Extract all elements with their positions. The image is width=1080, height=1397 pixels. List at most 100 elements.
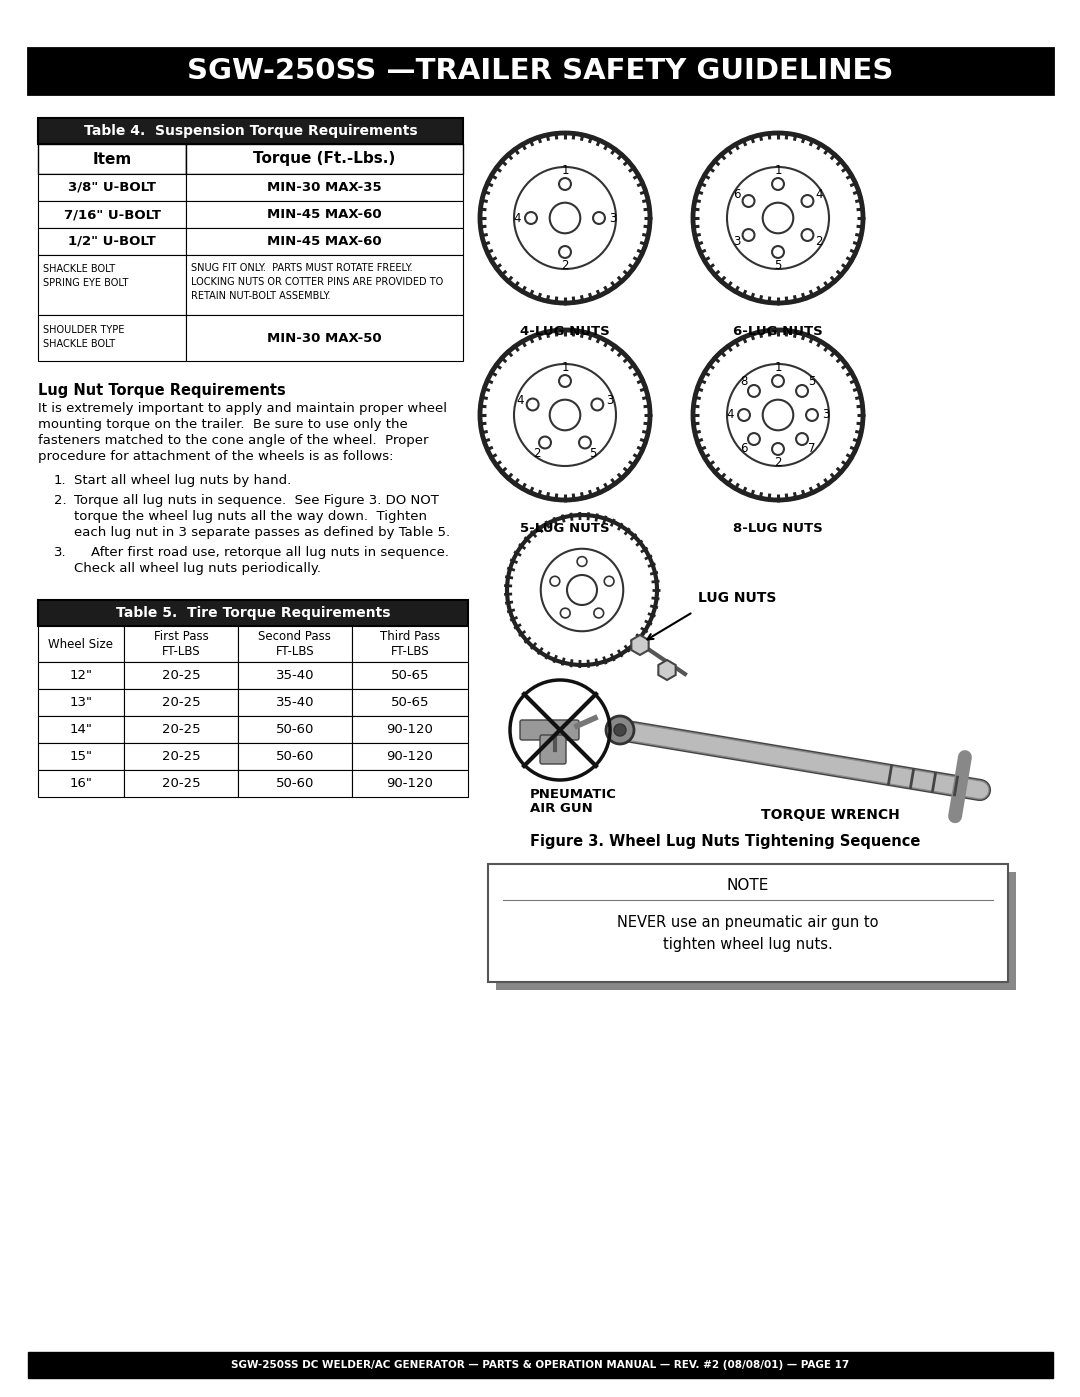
Bar [38,175,186,201]
Circle shape [525,212,537,224]
Bar [496,872,1016,990]
Text: SHOULDER TYPE: SHOULDER TYPE [43,326,124,335]
Text: Check all wheel lug nuts periodically.: Check all wheel lug nuts periodically. [75,562,321,576]
Bar [38,228,186,256]
Text: 2: 2 [774,455,782,469]
Circle shape [593,212,605,224]
Text: 12": 12" [69,669,93,682]
Text: mounting torque on the trailer.  Be sure to use only the: mounting torque on the trailer. Be sure … [38,418,408,432]
Text: 14": 14" [69,724,93,736]
Circle shape [539,436,551,448]
Text: 20-25: 20-25 [162,750,200,763]
Text: Item: Item [93,151,132,166]
Circle shape [772,443,784,455]
Circle shape [796,386,808,397]
Text: 90-120: 90-120 [387,777,433,789]
Text: Table 5.  Tire Torque Requirements: Table 5. Tire Torque Requirements [116,606,390,620]
Text: 20-25: 20-25 [162,669,200,682]
Bar [238,662,352,689]
Polygon shape [659,659,676,680]
Circle shape [772,374,784,387]
Text: Start all wheel lug nuts by hand.: Start all wheel lug nuts by hand. [75,474,292,488]
Bar [38,743,124,770]
Text: MIN-45 MAX-60: MIN-45 MAX-60 [267,208,382,221]
Text: 1.: 1. [54,474,67,488]
Text: LOCKING NUTS OR COTTER PINS ARE PROVIDED TO: LOCKING NUTS OR COTTER PINS ARE PROVIDED… [191,277,443,286]
Circle shape [762,400,794,430]
Bar [38,314,186,360]
Bar [352,743,468,770]
Circle shape [594,608,604,617]
Bar [352,626,468,662]
Text: MIN-30 MAX-35: MIN-30 MAX-35 [267,182,382,194]
Circle shape [762,203,794,233]
Text: First Pass
FT-LBS: First Pass FT-LBS [153,630,208,658]
Bar [186,201,463,228]
Text: 5: 5 [808,374,815,388]
Text: Third Pass
FT-LBS: Third Pass FT-LBS [380,630,440,658]
Bar [124,626,238,662]
Circle shape [567,576,597,605]
Text: 6: 6 [741,443,748,455]
Text: Table 4.  Suspension Torque Requirements: Table 4. Suspension Torque Requirements [83,124,417,138]
Text: 2: 2 [562,258,569,272]
Bar [186,314,463,360]
Text: 1: 1 [562,360,569,374]
Text: 5: 5 [590,447,596,460]
Bar [238,626,352,662]
Circle shape [559,246,571,258]
Text: SNUG FIT ONLY.  PARTS MUST ROTATE FREELY.: SNUG FIT ONLY. PARTS MUST ROTATE FREELY. [191,263,413,272]
Bar [38,599,468,626]
Bar [124,689,238,717]
Text: 4-LUG NUTS: 4-LUG NUTS [521,326,610,338]
Text: SHACKLE BOLT: SHACKLE BOLT [43,264,116,274]
Text: 2: 2 [534,447,541,460]
Text: RETAIN NUT-BOLT ASSEMBLY.: RETAIN NUT-BOLT ASSEMBLY. [191,291,330,300]
Bar [352,717,468,743]
Text: Second Pass
FT-LBS: Second Pass FT-LBS [258,630,332,658]
Text: 4: 4 [727,408,734,422]
Text: SGW-250SS DC WELDER/AC GENERATOR — PARTS & OPERATION MANUAL — REV. #2 (08/08/01): SGW-250SS DC WELDER/AC GENERATOR — PARTS… [231,1361,849,1370]
Text: 6-LUG NUTS: 6-LUG NUTS [733,326,823,338]
Circle shape [772,246,784,258]
Text: 50-60: 50-60 [275,724,314,736]
Bar [186,144,463,175]
Text: 7/16" U-BOLT: 7/16" U-BOLT [64,208,161,221]
Text: SPRING EYE BOLT: SPRING EYE BOLT [43,278,129,288]
Text: 20-25: 20-25 [162,696,200,710]
Bar [352,689,468,717]
Text: 6: 6 [733,187,741,201]
Text: 3: 3 [733,235,741,249]
Text: 35-40: 35-40 [275,696,314,710]
Circle shape [514,365,616,467]
FancyBboxPatch shape [540,735,566,764]
Bar [124,662,238,689]
Bar [124,770,238,798]
Circle shape [743,229,755,240]
Text: each lug nut in 3 separate passes as defined by Table 5.: each lug nut in 3 separate passes as def… [75,527,450,539]
Text: Figure 3. Wheel Lug Nuts Tightening Sequence: Figure 3. Wheel Lug Nuts Tightening Sequ… [530,834,920,849]
Circle shape [801,196,813,207]
Circle shape [606,717,634,745]
Text: 7: 7 [808,443,815,455]
Text: 3.: 3. [54,546,67,559]
Circle shape [796,433,808,446]
Text: LUG NUTS: LUG NUTS [698,591,777,605]
Circle shape [748,386,760,397]
Bar [28,47,1053,94]
Text: 4: 4 [514,211,522,225]
Text: procedure for attachment of the wheels is as follows:: procedure for attachment of the wheels i… [38,450,393,462]
Circle shape [772,177,784,190]
Text: 15": 15" [69,750,93,763]
Circle shape [550,203,580,233]
Text: TORQUE WRENCH: TORQUE WRENCH [760,807,900,821]
Text: 4: 4 [815,187,823,201]
Text: 1: 1 [774,360,782,374]
Text: AIR GUN: AIR GUN [530,802,593,814]
Bar [38,717,124,743]
Bar [238,770,352,798]
Bar [38,626,124,662]
Bar [238,717,352,743]
Text: 3: 3 [822,408,829,422]
Text: fasteners matched to the cone angle of the wheel.  Proper: fasteners matched to the cone angle of t… [38,434,429,447]
